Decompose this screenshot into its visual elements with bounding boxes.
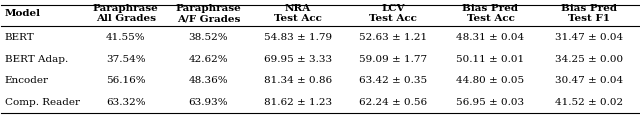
Text: Comp. Reader: Comp. Reader xyxy=(4,98,79,107)
Text: 48.36%: 48.36% xyxy=(189,76,228,85)
Text: 63.32%: 63.32% xyxy=(106,98,145,107)
Text: 63.42 ± 0.35: 63.42 ± 0.35 xyxy=(359,76,428,85)
Text: BERT Adap.: BERT Adap. xyxy=(4,55,68,64)
Text: Paraphrase
A/F Grades: Paraphrase A/F Grades xyxy=(175,4,241,23)
Text: 63.93%: 63.93% xyxy=(189,98,228,107)
Text: Paraphrase
All Grades: Paraphrase All Grades xyxy=(93,4,159,23)
Text: 38.52%: 38.52% xyxy=(189,33,228,42)
Text: 56.95 ± 0.03: 56.95 ± 0.03 xyxy=(456,98,525,107)
Text: Bias Pred
Test F1: Bias Pred Test F1 xyxy=(561,4,617,23)
Text: 37.54%: 37.54% xyxy=(106,55,145,64)
Text: 48.31 ± 0.04: 48.31 ± 0.04 xyxy=(456,33,525,42)
Text: 42.62%: 42.62% xyxy=(189,55,228,64)
Text: LCV
Test Acc: LCV Test Acc xyxy=(369,4,417,23)
Text: 44.80 ± 0.05: 44.80 ± 0.05 xyxy=(456,76,525,85)
Text: Encoder: Encoder xyxy=(4,76,49,85)
Text: 41.55%: 41.55% xyxy=(106,33,145,42)
Text: NRA
Test Acc: NRA Test Acc xyxy=(274,4,322,23)
Text: 50.11 ± 0.01: 50.11 ± 0.01 xyxy=(456,55,525,64)
Text: BERT: BERT xyxy=(4,33,35,42)
Text: 56.16%: 56.16% xyxy=(106,76,145,85)
Text: 52.63 ± 1.21: 52.63 ± 1.21 xyxy=(359,33,428,42)
Text: 81.62 ± 1.23: 81.62 ± 1.23 xyxy=(264,98,332,107)
Text: 62.24 ± 0.56: 62.24 ± 0.56 xyxy=(359,98,428,107)
Text: 59.09 ± 1.77: 59.09 ± 1.77 xyxy=(359,55,428,64)
Text: 30.47 ± 0.04: 30.47 ± 0.04 xyxy=(555,76,623,85)
Text: 81.34 ± 0.86: 81.34 ± 0.86 xyxy=(264,76,332,85)
Text: 41.52 ± 0.02: 41.52 ± 0.02 xyxy=(555,98,623,107)
Text: 54.83 ± 1.79: 54.83 ± 1.79 xyxy=(264,33,332,42)
Text: Model: Model xyxy=(4,9,40,18)
Text: 69.95 ± 3.33: 69.95 ± 3.33 xyxy=(264,55,332,64)
Text: Bias Pred
Test Acc: Bias Pred Test Acc xyxy=(463,4,518,23)
Text: 34.25 ± 0.00: 34.25 ± 0.00 xyxy=(555,55,623,64)
Text: 31.47 ± 0.04: 31.47 ± 0.04 xyxy=(555,33,623,42)
